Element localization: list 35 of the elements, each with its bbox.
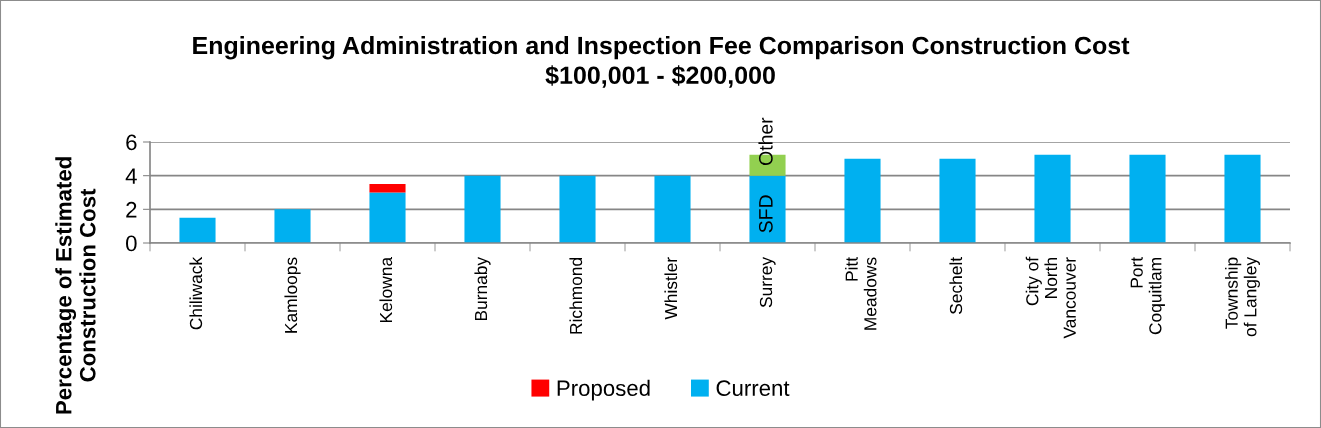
bar (179, 217, 216, 243)
y-tick-label: 0 (126, 235, 137, 252)
bar (559, 175, 596, 243)
bar (749, 175, 786, 243)
y-tick-label: 4 (125, 168, 137, 184)
x-tick-label: Sechelt (949, 257, 963, 314)
bar (939, 158, 976, 243)
y-tick-label: 2 (126, 201, 137, 218)
bar (1129, 154, 1166, 243)
x-tick-label: Richmond (569, 258, 583, 334)
bar (1224, 154, 1261, 243)
x-tick-label: Kamloops (284, 257, 301, 333)
bar (654, 175, 691, 243)
data-label: Other (758, 117, 773, 166)
x-tick-label: City of North Vancouver (1025, 256, 1076, 339)
x-tick-label: Whistler (664, 257, 678, 320)
bar (369, 184, 406, 193)
bar (464, 175, 501, 243)
x-tick-label: Township of Langley (1225, 256, 1260, 337)
legend-label: Proposed (557, 379, 650, 401)
data-label: SFD (758, 195, 773, 233)
bar (274, 209, 311, 243)
x-tick-label: Burnaby (474, 256, 491, 321)
x-tick-label: Port Coquitlam (1130, 257, 1165, 335)
x-tick-label: Surrey (759, 256, 776, 308)
y-tick-label: 6 (126, 134, 137, 151)
legend-label: Current (716, 380, 790, 397)
bar (1034, 154, 1071, 243)
x-tick-label: Chiliwack (189, 256, 203, 330)
y-axis-title: Percentage of Estimated Construction Cost (55, 157, 96, 414)
chart-title: Engineering Administration and Inspection Fee Comparison Construction Cost $100,001 - $200,000 (193, 36, 1130, 88)
x-tick-label: Kelowna (379, 256, 393, 323)
x-tick-label: Pitt Meadows (845, 257, 877, 330)
bar (844, 158, 881, 243)
bar (369, 192, 406, 243)
